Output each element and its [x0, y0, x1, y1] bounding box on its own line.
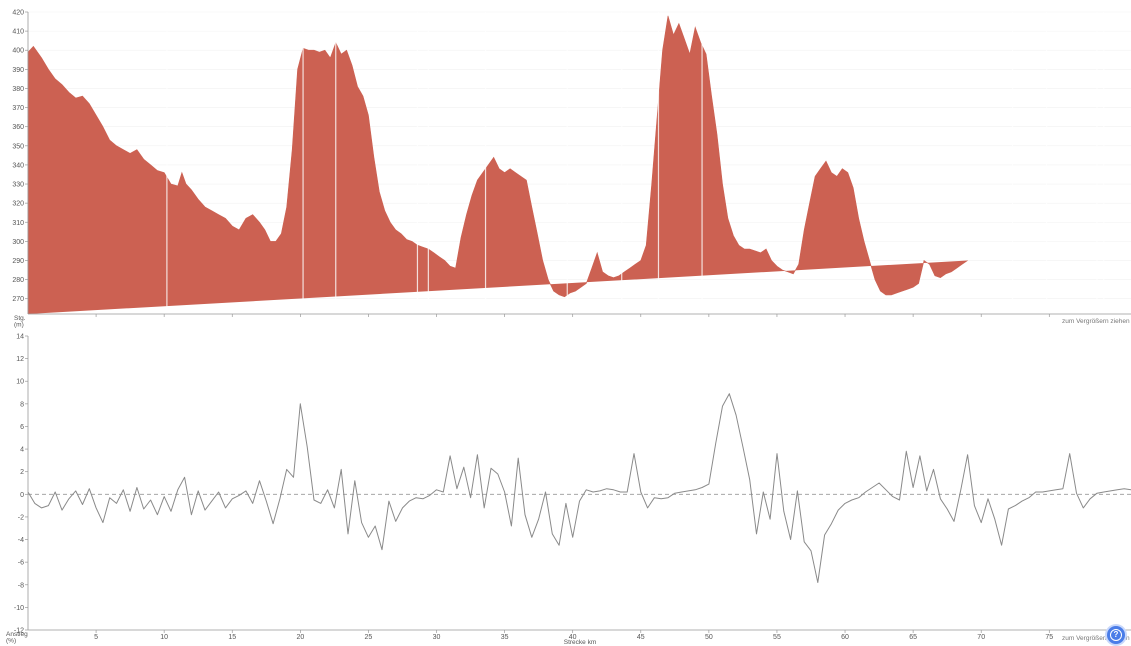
gradient-x-tick-label: 30 — [433, 634, 441, 641]
elevation-y-tick-label: 390 — [12, 67, 24, 74]
elevation-y-tick-label: 310 — [12, 220, 24, 227]
gradient-y-axis-title-line: (%) — [6, 638, 16, 645]
elevation-zoom-hint[interactable]: zum Vergrößern ziehen — [1062, 318, 1130, 325]
gradient-x-tick-label: 50 — [705, 634, 713, 641]
gradient-x-tick-label: 70 — [977, 634, 985, 641]
gradient-x-tick-label: 40 — [569, 634, 577, 641]
elevation-y-tick-label: 270 — [12, 296, 24, 303]
elevation-y-tick-label: 400 — [12, 48, 24, 55]
gradient-x-tick-label: 60 — [841, 634, 849, 641]
gradient-x-ticks: 5 10 15 20 25 30 35 40 45 50 55 60 65 70 75 — [94, 630, 1053, 641]
elevation-y-tick-label: 300 — [12, 239, 24, 246]
gradient-y-tick-label: -2 — [18, 514, 24, 521]
gradient-y-tick-label: 14 — [16, 334, 24, 341]
help-icon: ? — [1110, 629, 1122, 641]
gradient-y-tick-label: -4 — [18, 537, 24, 544]
help-button[interactable]: ? — [1107, 626, 1125, 644]
elevation-y-axis-title-line: Stg. — [14, 315, 26, 322]
elevation-area-path — [27, 15, 968, 314]
elevation-y-tick-label: 290 — [12, 258, 24, 265]
gradient-y-tick-label: 0 — [20, 492, 24, 499]
elevation-y-tick-label: 350 — [12, 143, 24, 150]
elevation-gridlines — [28, 11, 1131, 300]
gradient-x-tick-label: 15 — [228, 634, 236, 641]
gradient-zoom-hint[interactable]: zum Vergrößern ziehen — [1062, 635, 1130, 642]
gradient-y-ticks: -12 -10 -8 -6 -4 -2 0 2 4 6 8 10 12 14 — [14, 334, 28, 635]
elevation-y-axis-title: Stg. (m) — [14, 315, 26, 329]
gradient-y-tick-label: -6 — [18, 560, 24, 567]
elevation-y-tick-label: 320 — [12, 201, 24, 208]
elevation-y-ticks: 270 280 290 300 310 320 330 340 350 360 370 380 390 4… — [12, 10, 28, 303]
gradient-y-tick-label: 8 — [20, 401, 24, 408]
elevation-y-tick-label: 280 — [12, 277, 24, 284]
gradient-x-tick-label: 25 — [365, 634, 373, 641]
elevation-y-tick-label: 360 — [12, 124, 24, 131]
gradient-y-axis-title: Anstieg (%) — [6, 631, 28, 645]
gradient-y-tick-label: 6 — [20, 424, 24, 431]
gradient-y-tick-label: -8 — [18, 582, 24, 589]
gradient-x-tick-label: 35 — [501, 634, 509, 641]
gradient-y-tick-label: -12 — [14, 628, 24, 635]
gradient-profile-panel[interactable]: -12 -10 -8 -6 -4 -2 0 2 4 6 8 10 12 14 5 10 15 20 25 30 35 4… — [6, 334, 1131, 646]
gradient-y-tick-label: 2 — [20, 469, 24, 476]
gradient-y-tick-label: 4 — [20, 447, 24, 454]
gradient-x-tick-label: 20 — [296, 634, 304, 641]
gradient-x-tick-label: 5 — [94, 634, 98, 641]
elevation-y-tick-label: 330 — [12, 182, 24, 189]
elevation-y-tick-label: 410 — [12, 29, 24, 36]
gradient-x-tick-label: 45 — [637, 634, 645, 641]
gradient-y-tick-label: 12 — [16, 356, 24, 363]
gradient-line — [27, 393, 1131, 583]
elevation-y-tick-label: 380 — [12, 86, 24, 93]
gradient-y-tick-label: 10 — [16, 379, 24, 386]
gradient-line-path — [27, 393, 1131, 583]
elevation-y-axis-title-line: (m) — [14, 322, 24, 329]
gradient-x-tick-label: 10 — [160, 634, 168, 641]
elevation-y-tick-label: 370 — [12, 105, 24, 112]
elevation-profile-panel[interactable]: 270 280 290 300 310 320 330 340 350 360 370 380 390 4… — [12, 10, 1131, 329]
elevation-area — [27, 15, 968, 314]
gradient-x-axis-title: Strecke km — [564, 639, 597, 646]
gradient-x-tick-label: 75 — [1045, 634, 1053, 641]
gradient-x-tick-label: 55 — [773, 634, 781, 641]
elevation-x-ticks — [95, 314, 1050, 317]
gradient-y-axis-title-line: Anstieg — [6, 631, 28, 638]
elevation-y-tick-label: 340 — [12, 162, 24, 169]
elevation-segment-gaps — [166, 12, 1105, 314]
elevation-y-tick-label: 420 — [12, 10, 24, 17]
gradient-y-tick-label: -10 — [14, 605, 24, 612]
gradient-x-tick-label: 65 — [909, 634, 917, 641]
